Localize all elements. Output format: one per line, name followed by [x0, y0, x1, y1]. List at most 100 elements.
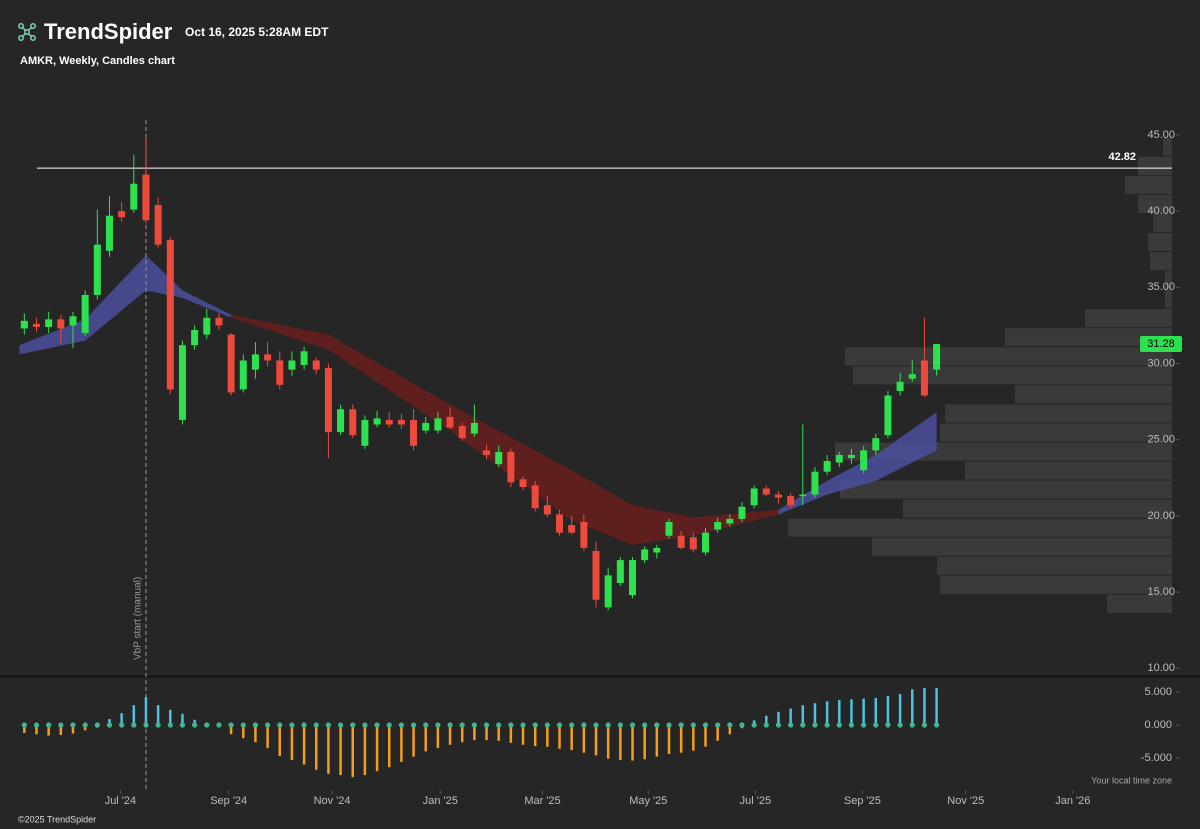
- y-tick-label: 35.00: [1147, 281, 1175, 293]
- oscillator-dot: [520, 722, 526, 728]
- oscillator-dot: [739, 722, 745, 728]
- candle-body: [616, 560, 624, 583]
- candle-body: [495, 451, 503, 465]
- oscillator-dot: [836, 722, 842, 728]
- oscillator-dot: [240, 722, 246, 728]
- oscillator-dot: [94, 722, 100, 728]
- volume-profile-bar: [872, 537, 1172, 556]
- candle-body: [81, 294, 89, 334]
- candle-body: [665, 522, 673, 536]
- candle-body: [774, 494, 782, 498]
- candle-body: [604, 575, 612, 608]
- volume-profile-bar: [965, 461, 1172, 480]
- oscillator-dot: [398, 722, 404, 728]
- candle-body: [592, 550, 600, 600]
- candle-body: [519, 479, 527, 487]
- oscillator-dot: [119, 722, 125, 728]
- candle-body: [568, 525, 576, 533]
- candle-body: [689, 537, 697, 550]
- oscillator-dot: [386, 722, 392, 728]
- volume-profile-bar: [1125, 175, 1172, 194]
- oscillator-dot: [678, 722, 684, 728]
- candle-body: [920, 360, 928, 396]
- candle-body: [823, 461, 831, 472]
- candle-body: [312, 360, 320, 370]
- candle-body: [811, 471, 819, 495]
- oscillator-dot: [423, 722, 429, 728]
- candle-body: [276, 360, 284, 385]
- oscillator-dot: [654, 722, 660, 728]
- oscillator-dot: [167, 722, 173, 728]
- oscillator-dot: [556, 722, 563, 728]
- x-tick-label: May '25: [629, 795, 667, 807]
- oscillator-dot: [605, 722, 611, 728]
- ribbon: [19, 255, 232, 355]
- candle-body: [105, 215, 113, 251]
- oscillator-dot: [629, 722, 636, 728]
- oscillator-dot: [812, 722, 818, 728]
- oscillator-dot: [483, 722, 490, 728]
- y-tick-label: 45.00: [1147, 129, 1175, 141]
- brand: TrendSpider: [44, 19, 173, 44]
- candle-body: [908, 374, 916, 379]
- oscillator-dot: [252, 722, 259, 728]
- oscillator-dot: [447, 722, 453, 728]
- x-tick-label: Mar '25: [524, 795, 560, 807]
- volume-profile-bar: [1085, 309, 1172, 328]
- oscillator-dot: [569, 722, 575, 728]
- volume-profile-bar: [1005, 328, 1172, 347]
- candle-body: [531, 485, 539, 509]
- volume-profile-bar: [1165, 271, 1172, 290]
- candle-body: [264, 354, 272, 361]
- oscillator-dot: [763, 722, 769, 728]
- candle-body: [349, 409, 357, 436]
- volume-profile-bar: [1015, 385, 1172, 404]
- candle-body: [57, 319, 65, 329]
- oscillator-dot: [277, 722, 283, 728]
- y-tick-label: 20.00: [1147, 510, 1175, 522]
- oscillator-dot: [544, 722, 550, 728]
- oscillator-dot: [350, 722, 356, 728]
- candle-body: [203, 317, 211, 335]
- y-tick-label: 5.000: [1144, 686, 1172, 698]
- candle-body: [142, 174, 150, 221]
- candle-body: [215, 317, 223, 326]
- candle-body: [410, 419, 418, 446]
- oscillator-dot: [204, 722, 210, 728]
- volume-profile-bar: [937, 556, 1172, 575]
- candle-body: [701, 532, 709, 553]
- oscillator-dot: [435, 722, 441, 728]
- x-tick-label: Jan '26: [1055, 795, 1090, 807]
- candle-body: [361, 419, 369, 446]
- volume-profile-bar: [1165, 290, 1172, 309]
- oscillator-dot: [228, 722, 234, 728]
- oscillator-dot: [289, 722, 295, 728]
- oscillator-dot: [532, 722, 538, 728]
- y-tick-label: 0.000: [1144, 719, 1172, 731]
- candle-body: [458, 425, 466, 439]
- oscillator-dot: [21, 722, 27, 728]
- oscillator-dot: [885, 722, 891, 728]
- volume-profile-bar: [1153, 213, 1172, 232]
- x-tick-label: Jul '24: [105, 795, 136, 807]
- oscillator-dot: [861, 722, 867, 728]
- oscillator-dot: [909, 722, 915, 728]
- candle-body: [69, 316, 77, 326]
- x-tick-label: Jul '25: [740, 795, 771, 807]
- oscillator-dot: [192, 722, 198, 728]
- oscillator-dot: [824, 722, 830, 728]
- candle-body: [556, 514, 564, 533]
- candle-body: [543, 505, 551, 515]
- oscillator-dot: [301, 722, 307, 728]
- y-tick-label: 10.00: [1147, 662, 1175, 674]
- last-price-box: [1140, 336, 1182, 353]
- candle-body: [166, 240, 174, 390]
- candle-body: [933, 344, 941, 370]
- oscillator-dot: [715, 722, 721, 728]
- oscillator-dot: [897, 722, 903, 728]
- volume-profile-bar: [1138, 156, 1172, 175]
- candle-body: [130, 183, 138, 210]
- oscillator-dot: [593, 722, 599, 728]
- oscillator-dot: [216, 722, 222, 728]
